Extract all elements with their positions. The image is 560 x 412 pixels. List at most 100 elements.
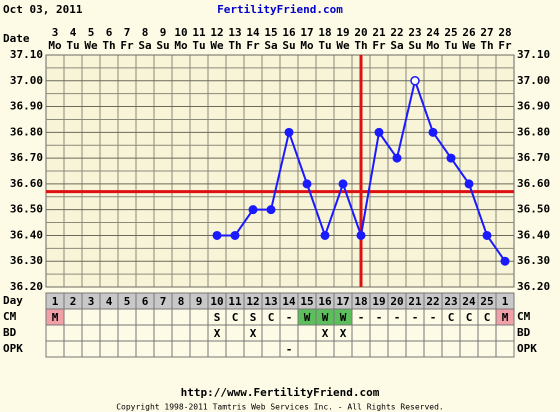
- table-cell: [351, 324, 371, 342]
- row-label: CM: [3, 310, 17, 323]
- weekday-label: Sa: [390, 39, 403, 52]
- weekday-label: Th: [228, 39, 241, 52]
- weekday-label: Th: [102, 39, 115, 52]
- cell-text: W: [340, 311, 347, 324]
- table-cell: [405, 340, 425, 358]
- weekday-label: Mo: [48, 39, 62, 52]
- date-label: 4: [70, 26, 77, 39]
- date-label: 22: [390, 26, 403, 39]
- cell-text: X: [340, 327, 347, 340]
- cell-text: 20: [390, 295, 403, 308]
- temp-point: [338, 179, 348, 189]
- table-cell: [81, 308, 101, 326]
- table-cell: [441, 340, 461, 358]
- weekday-label: Mo: [174, 39, 188, 52]
- table-cell: [351, 340, 371, 358]
- date-label: 17: [300, 26, 313, 39]
- date-label: 5: [88, 26, 95, 39]
- weekday-label: Tu: [444, 39, 457, 52]
- y-tick-label-right: 36.40: [517, 228, 550, 241]
- date-label: 19: [336, 26, 349, 39]
- y-tick-label: 36.20: [10, 280, 43, 293]
- table-cell: [459, 340, 479, 358]
- weekday-label: Fr: [246, 39, 260, 52]
- cell-text: 11: [228, 295, 242, 308]
- weekday-label: Th: [480, 39, 493, 52]
- temp-point: [230, 230, 240, 240]
- table-cell: [297, 340, 317, 358]
- cell-text: -: [376, 311, 383, 324]
- y-tick-label-right: 37.10: [517, 48, 550, 61]
- table-cell: [225, 340, 245, 358]
- cell-text: X: [214, 327, 221, 340]
- cell-text: 5: [124, 295, 131, 308]
- weekday-label: Mo: [426, 39, 440, 52]
- date-label: 24: [426, 26, 440, 39]
- cell-text: 3: [88, 295, 95, 308]
- date-label: 6: [106, 26, 113, 39]
- table-cell: [81, 340, 101, 358]
- cell-text: -: [412, 311, 419, 324]
- cell-text: 23: [444, 295, 457, 308]
- cell-text: X: [322, 327, 329, 340]
- date-label: 14: [246, 26, 260, 39]
- table-cell: [333, 340, 353, 358]
- cell-text: 4: [106, 295, 113, 308]
- table-cell: [387, 324, 407, 342]
- y-tick-label-right: 36.20: [517, 280, 550, 293]
- temp-point: [212, 230, 222, 240]
- row-label: BD: [3, 326, 17, 339]
- date-label: 8: [142, 26, 149, 39]
- y-tick-label-right: 36.60: [517, 177, 550, 190]
- cell-text: 13: [264, 295, 277, 308]
- table-cell: [495, 340, 515, 358]
- footer-url: http://www.FertilityFriend.com: [181, 386, 380, 399]
- cell-text: 24: [462, 295, 476, 308]
- x-axis-label: Date: [3, 32, 30, 45]
- row-label-right: BD: [517, 326, 531, 339]
- cell-text: 8: [178, 295, 185, 308]
- table-cell: [45, 324, 65, 342]
- weekday-label: Tu: [318, 39, 331, 52]
- table-cell: [63, 324, 83, 342]
- table-cell: [189, 324, 209, 342]
- table-cell: [189, 340, 209, 358]
- cell-text: 21: [408, 295, 422, 308]
- table-cell: [171, 340, 191, 358]
- date-label: 18: [318, 26, 331, 39]
- table-cell: [441, 324, 461, 342]
- date-label: 26: [462, 26, 476, 39]
- cell-text: 18: [354, 295, 367, 308]
- table-cell: [387, 340, 407, 358]
- table-cell: [225, 324, 245, 342]
- cell-text: W: [322, 311, 329, 324]
- temp-point: [266, 205, 276, 215]
- cell-text: 10: [210, 295, 223, 308]
- date-label: 27: [480, 26, 493, 39]
- row-label-right: CM: [517, 310, 531, 323]
- table-cell: [261, 340, 281, 358]
- table-cell: [99, 308, 119, 326]
- cell-text: 6: [142, 295, 149, 308]
- weekday-label: Tu: [66, 39, 79, 52]
- temp-point: [410, 76, 420, 86]
- weekday-label: We: [462, 39, 476, 52]
- table-cell: [63, 340, 83, 358]
- table-cell: [279, 324, 299, 342]
- table-cell: [135, 324, 155, 342]
- row-label-right: OPK: [517, 342, 537, 355]
- table-cell: [477, 340, 497, 358]
- y-tick-label-right: 36.80: [517, 125, 550, 138]
- table-cell: [369, 340, 389, 358]
- temp-point: [302, 179, 312, 189]
- cell-text: X: [250, 327, 257, 340]
- cell-text: C: [448, 311, 455, 324]
- weekday-label: We: [336, 39, 350, 52]
- table-cell: [495, 324, 515, 342]
- date-label: 13: [228, 26, 241, 39]
- table-cell: [171, 308, 191, 326]
- y-tick-label: 36.40: [10, 228, 43, 241]
- y-tick-label: 36.90: [10, 100, 43, 113]
- weekday-label: Su: [282, 39, 295, 52]
